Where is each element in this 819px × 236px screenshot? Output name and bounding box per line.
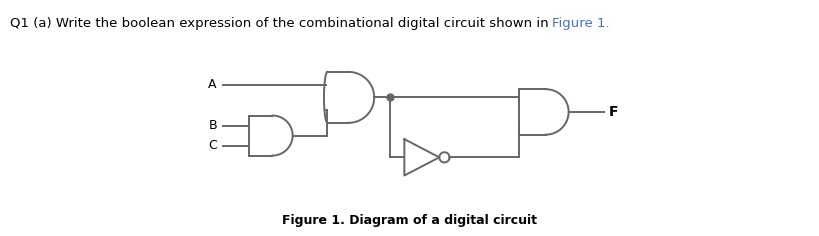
Text: A: A [208, 78, 216, 91]
Text: Q1 (a) Write the boolean expression of the combinational digital circuit shown i: Q1 (a) Write the boolean expression of t… [10, 17, 552, 30]
Text: F: F [608, 105, 618, 119]
Text: B: B [208, 119, 216, 132]
Text: Figure 1.: Figure 1. [551, 17, 609, 30]
Text: C: C [208, 139, 216, 152]
Text: Figure 1. Diagram of a digital circuit: Figure 1. Diagram of a digital circuit [283, 214, 536, 227]
